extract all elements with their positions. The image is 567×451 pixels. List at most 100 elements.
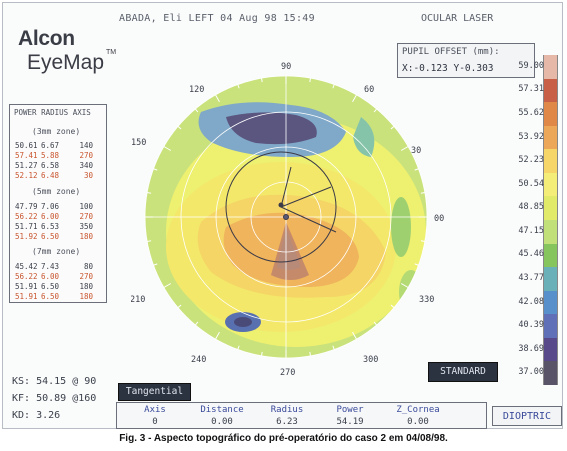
axis-label-210: 210 bbox=[131, 295, 145, 305]
logo-alcon: Alcon bbox=[18, 27, 75, 50]
cursor-readout-panel: Axis Distance Radius Power Z_Cornea 0 0.… bbox=[116, 402, 487, 429]
axis-tick bbox=[261, 78, 263, 83]
axis-tick bbox=[237, 84, 240, 89]
scale-swatch bbox=[543, 267, 558, 292]
readout-value-radius: 6.23 bbox=[276, 417, 298, 427]
axis-label-330: 330 bbox=[419, 295, 434, 305]
axis-tick bbox=[420, 240, 425, 242]
readout-header-radius: Radius bbox=[270, 405, 304, 415]
axis-tick bbox=[414, 168, 419, 171]
axis-label-60: 60 bbox=[364, 85, 374, 95]
axis-tick bbox=[215, 94, 220, 103]
scale-label: 40.39 bbox=[518, 320, 544, 331]
axis-tick bbox=[352, 331, 357, 340]
scale-label: 38.69 bbox=[518, 343, 544, 354]
zone-row: 51.92 6.50 180 bbox=[15, 232, 93, 241]
scale-swatch bbox=[543, 290, 558, 315]
readout-value-zcornea: 0.00 bbox=[407, 417, 429, 427]
kd-value: KD: 3.26 bbox=[12, 410, 61, 421]
zone-row: 51.91 6.50 180 bbox=[15, 282, 93, 291]
readout-value-power: 54.19 bbox=[336, 417, 364, 427]
scale-label: 59.00 bbox=[518, 60, 544, 71]
axis-tick bbox=[177, 304, 182, 309]
ks-value: KS: 54.15 @ 90 bbox=[12, 376, 97, 387]
scale-swatch bbox=[543, 55, 558, 80]
scale-label: 53.92 bbox=[518, 131, 544, 142]
zone-row: 47.79 7.06 100 bbox=[15, 202, 93, 211]
scale-swatch bbox=[543, 314, 558, 339]
scale-label: 45.46 bbox=[518, 249, 544, 260]
scale-swatch bbox=[543, 149, 558, 174]
axis-tick bbox=[332, 345, 335, 350]
axis-label-300: 300 bbox=[363, 355, 378, 365]
scale-swatch bbox=[543, 196, 558, 221]
pupil-outline bbox=[225, 151, 337, 263]
axis-label-00: 00 bbox=[434, 214, 444, 224]
axis-tick bbox=[309, 78, 311, 83]
dioptric-button[interactable]: DIOPTRIC bbox=[492, 406, 562, 426]
zone-row: 50.61 6.67 140 bbox=[15, 141, 93, 150]
axis-tick bbox=[177, 125, 182, 130]
readout-header-distance: Distance bbox=[200, 405, 244, 415]
axis-tick bbox=[400, 146, 409, 151]
axis-tick bbox=[163, 146, 172, 151]
scale-swatch bbox=[543, 125, 558, 150]
axis-tick bbox=[215, 331, 220, 340]
axis-tick bbox=[414, 263, 419, 266]
corneal-topography-map[interactable]: 90 60 30 00 330 300 270 240 210 180 150 … bbox=[131, 57, 445, 377]
panel-title: POWER RADIUS AXIS bbox=[14, 108, 91, 117]
axis-ticks bbox=[145, 76, 427, 358]
pupil-offset-value: X:-0.123 Y-0.303 bbox=[402, 63, 494, 74]
axis-tick bbox=[147, 240, 152, 242]
readout-value-axis: 0 bbox=[152, 417, 158, 427]
readout-value-distance: 0.00 bbox=[211, 417, 233, 427]
axis-label-240: 240 bbox=[191, 355, 206, 365]
readout-header-power: Power bbox=[336, 405, 364, 415]
zone-row: 51.71 6.53 350 bbox=[15, 222, 93, 231]
zone-row: 56.22 6.00 270 bbox=[15, 212, 93, 221]
axis-tick bbox=[420, 192, 425, 194]
axis-tick bbox=[390, 304, 395, 309]
axis-tick bbox=[194, 108, 199, 113]
power-radius-axis-panel: POWER RADIUS AXIS (3mm zone) 50.61 6.67 14… bbox=[9, 104, 107, 303]
axis-label-30: 30 bbox=[411, 146, 421, 156]
dioptric-color-scale: 59.00 57.31 55.62 53.92 52.23 50.54 48.85 47.15… bbox=[513, 55, 559, 386]
axis-degree-labels: 90 60 30 00 330 300 270 240 210 180 150 … bbox=[131, 62, 444, 377]
scale-swatch bbox=[543, 220, 558, 245]
readout-header-axis: Axis bbox=[144, 405, 166, 415]
scale-label: 50.54 bbox=[518, 178, 544, 189]
scale-swatch bbox=[543, 243, 558, 268]
axis-tick bbox=[147, 192, 152, 194]
kf-value: KF: 50.89 @160 bbox=[12, 393, 97, 404]
readout-header-zcornea: Z_Cornea bbox=[396, 405, 440, 415]
axis-tick bbox=[332, 84, 335, 89]
scale-label: 42.08 bbox=[518, 296, 544, 307]
axis-label-90: 90 bbox=[281, 62, 291, 72]
zone-7mm-title: (7mm zone) bbox=[32, 247, 81, 256]
standard-button[interactable]: STANDARD bbox=[428, 362, 498, 382]
scale-label: 43.77 bbox=[518, 272, 544, 283]
scale-swatch bbox=[543, 361, 558, 386]
scale-label: 47.15 bbox=[518, 225, 544, 236]
axis-tick bbox=[373, 108, 378, 113]
logo-eyemap: EyeMap bbox=[27, 51, 105, 74]
axis-label-150: 150 bbox=[131, 138, 146, 148]
device-label: OCULAR LASER bbox=[421, 13, 494, 24]
scale-swatch bbox=[543, 102, 558, 127]
axis-label-120: 120 bbox=[189, 85, 204, 95]
axis-label-270: 270 bbox=[280, 368, 295, 377]
axis-tick bbox=[194, 321, 199, 326]
scale-label: 55.62 bbox=[518, 107, 544, 118]
scale-swatch bbox=[543, 78, 558, 103]
tangential-button[interactable]: Tangential bbox=[118, 383, 191, 401]
zone-row: 52.12 6.48 30 bbox=[15, 171, 93, 180]
zone-row: 51.27 6.58 340 bbox=[15, 161, 93, 170]
axis-tick bbox=[153, 263, 158, 266]
logo-trademark: TM bbox=[106, 49, 117, 56]
zone-3mm-title: (3mm zone) bbox=[32, 127, 81, 136]
axis-tick bbox=[163, 283, 172, 288]
axis-tick bbox=[309, 351, 311, 356]
axis-tick bbox=[373, 321, 378, 326]
zone-row: 56.22 6.00 270 bbox=[15, 272, 93, 281]
axis-tick bbox=[153, 168, 158, 171]
